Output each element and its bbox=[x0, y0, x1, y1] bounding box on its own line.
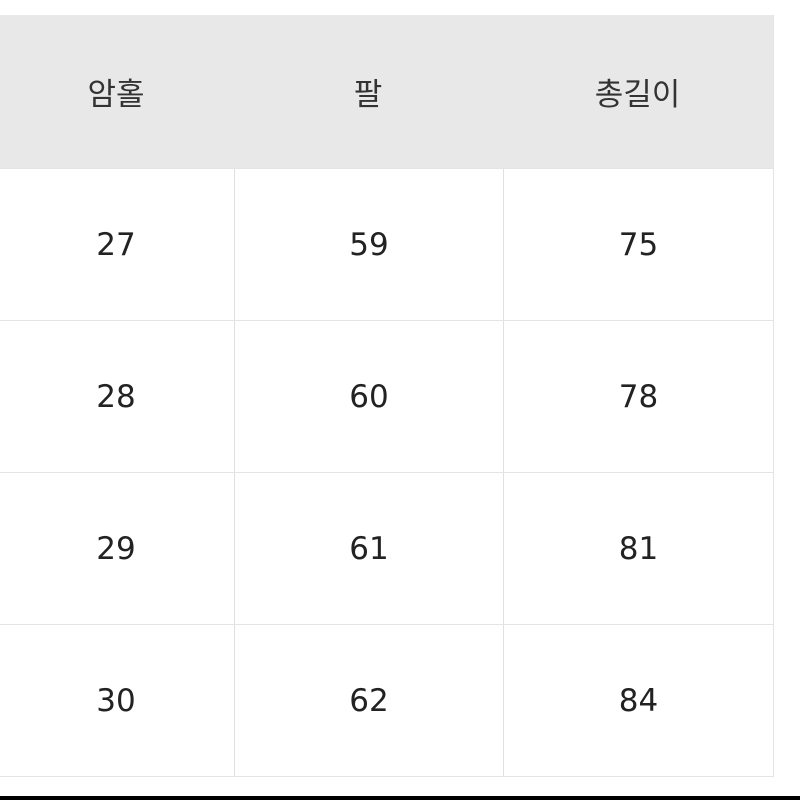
cell-sleeve: 61 bbox=[234, 473, 503, 624]
cell-total-length: 81 bbox=[503, 473, 773, 624]
cell-armhole: 30 bbox=[96, 682, 136, 719]
bottom-border bbox=[0, 796, 800, 800]
header-sleeve: 팔 bbox=[353, 77, 383, 113]
header-armhole: 암홀 bbox=[87, 77, 145, 113]
cell-armhole: 28 bbox=[96, 378, 136, 415]
table-row: 29 61 81 bbox=[0, 472, 773, 624]
cell-total-length: 75 bbox=[503, 169, 773, 320]
cell-armhole: 27 bbox=[96, 226, 136, 263]
cell-total-length: 78 bbox=[503, 321, 773, 472]
cell-sleeve: 59 bbox=[234, 169, 503, 320]
size-table: 암홀 팔 총길이 27 59 75 28 60 78 29 61 81 30 6… bbox=[0, 15, 774, 777]
cell-sleeve: 60 bbox=[234, 321, 503, 472]
cell-armhole: 29 bbox=[96, 530, 136, 567]
table-row: 30 62 84 bbox=[0, 624, 773, 776]
table-row: 27 59 75 bbox=[0, 168, 773, 320]
table-row: 28 60 78 bbox=[0, 320, 773, 472]
table-header: 암홀 팔 총길이 bbox=[0, 15, 773, 168]
header-total-length: 총길이 bbox=[594, 77, 681, 113]
cell-total-length: 84 bbox=[503, 625, 773, 776]
cell-sleeve: 62 bbox=[234, 625, 503, 776]
